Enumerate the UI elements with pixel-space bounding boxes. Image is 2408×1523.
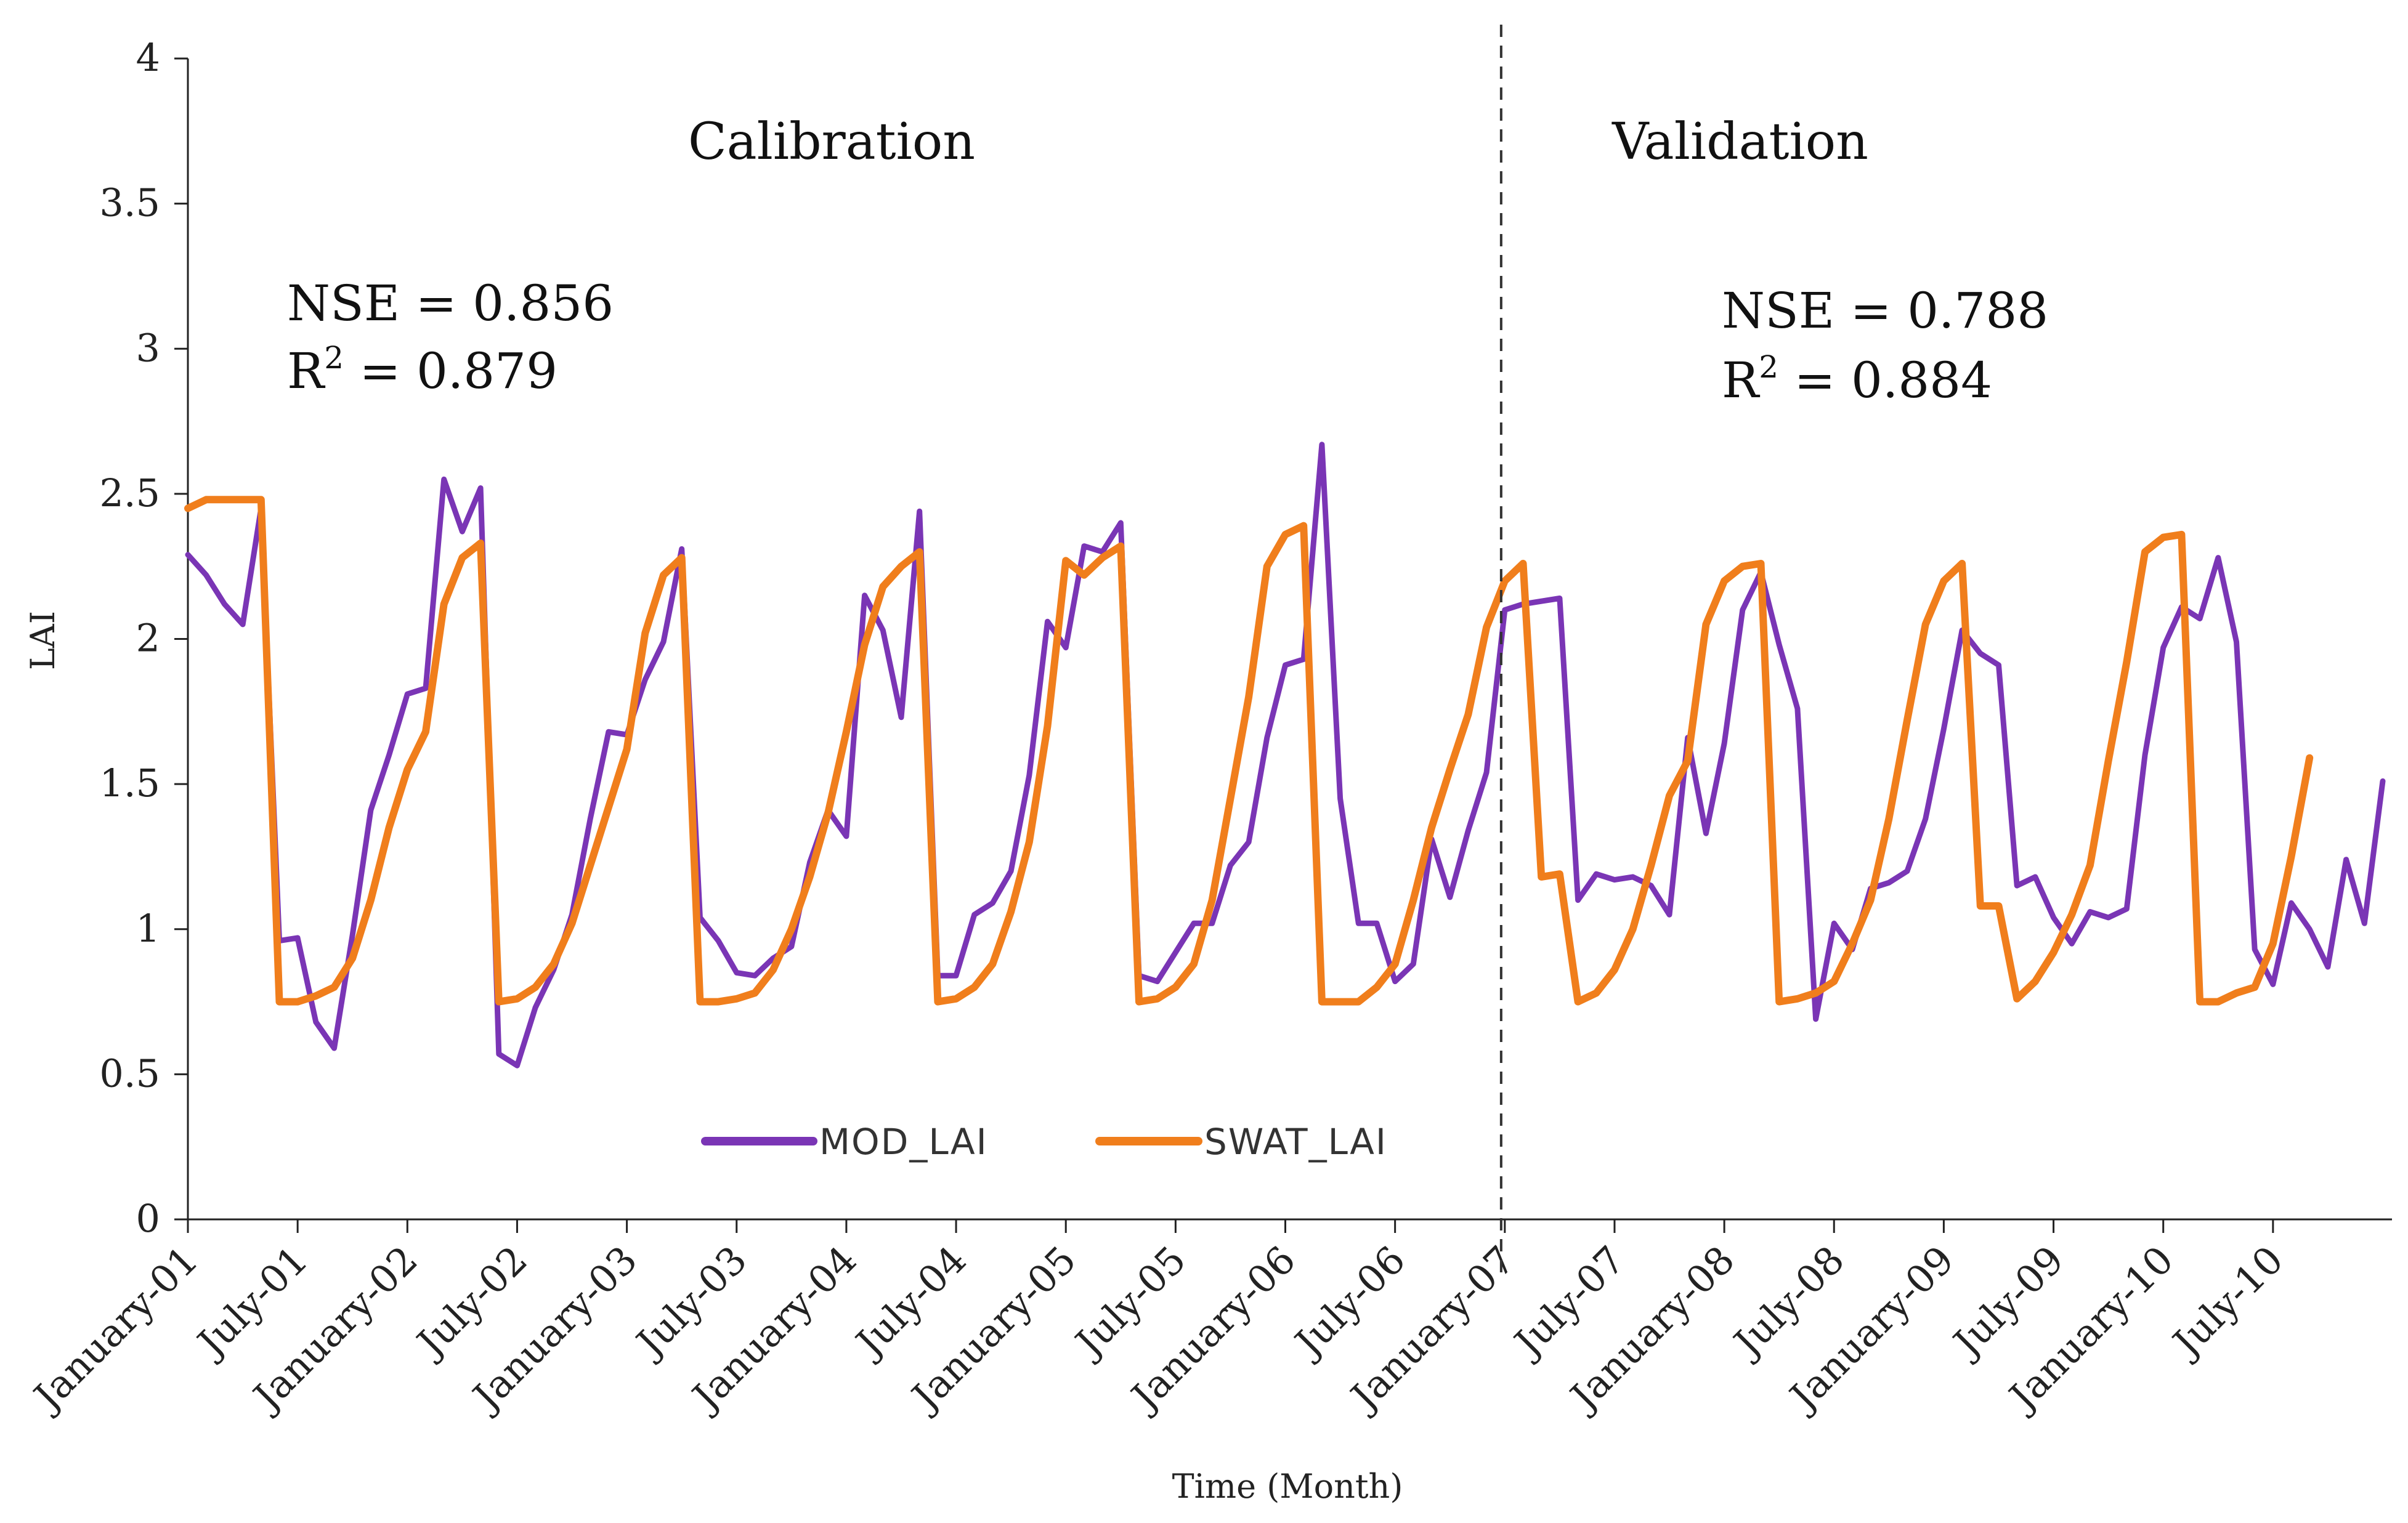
- calibration-r2: R2 = 0.879: [287, 340, 557, 400]
- y-tick-label: 1.5: [99, 761, 160, 806]
- validation-r2-label: R: [1722, 352, 1761, 409]
- legend-label-mod-lai: MOD_LAI: [819, 1121, 988, 1163]
- series-lines: [184, 442, 2386, 1069]
- calibration-nse: NSE = 0.856: [287, 275, 614, 332]
- y-tick-label: 1: [136, 906, 160, 951]
- x-tick-label: January-01: [23, 1237, 207, 1421]
- y-tick-label: 3.5: [99, 180, 160, 225]
- calibration-label: Calibration: [688, 113, 975, 171]
- y-tick-label: 2: [136, 616, 160, 661]
- x-axis-title: Time (Month): [1172, 1467, 1403, 1506]
- validation-r2-value: = 0.884: [1778, 352, 1992, 409]
- calibration-r2-value: = 0.879: [344, 342, 557, 400]
- calibration-r2-label: R: [287, 342, 326, 400]
- legend-label-swat-lai: SWAT_LAI: [1204, 1121, 1387, 1163]
- series-line-swat-lai: [184, 496, 2314, 1006]
- validation-r2: R2 = 0.884: [1722, 349, 1992, 409]
- y-axis-title: LAI: [23, 611, 62, 670]
- validation-label: Validation: [1611, 113, 1868, 171]
- legend: MOD_LAI SWAT_LAI: [701, 1121, 1387, 1163]
- x-tick-label: July-10: [2162, 1237, 2292, 1367]
- y-tick-label: 4: [136, 35, 160, 80]
- y-tick-label: 3: [136, 325, 160, 370]
- y-tick-label: 0: [136, 1196, 160, 1241]
- validation-nse: NSE = 0.788: [1722, 282, 2048, 339]
- y-tick-label: 0.5: [99, 1051, 160, 1096]
- y-tick-label: 2.5: [99, 471, 160, 515]
- axes: 00.511.522.533.54January-01July-01Januar…: [23, 35, 2392, 1421]
- validation-r2-sup: 2: [1759, 349, 1778, 385]
- calibration-r2-sup: 2: [324, 340, 344, 376]
